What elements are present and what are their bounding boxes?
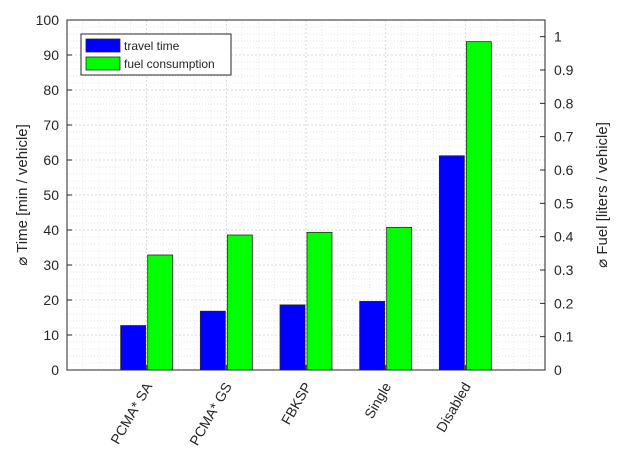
y2-tick-label: 0 <box>554 362 562 378</box>
y-tick-label: 60 <box>43 152 59 168</box>
bar-travel-time-1 <box>120 325 147 371</box>
legend-label-travel-time: travel time <box>124 39 180 53</box>
y-tick-label: 40 <box>43 222 59 238</box>
legend-swatch-fuel-consumption <box>85 56 121 71</box>
plot-background <box>67 20 545 370</box>
y-tick-label: 50 <box>43 187 59 203</box>
legend: travel time fuel consumption <box>80 33 232 76</box>
y-tick-label: 0 <box>51 362 59 378</box>
y2-tick-label: 0.5 <box>554 195 574 211</box>
legend-label-fuel-consumption: fuel consumption <box>124 57 215 71</box>
y2-axis-title: ⌀ Fuel [liters / vehicle] <box>594 122 611 268</box>
right-axis-ticks: 0 0.1 0.2 0.3 0.4 0.5 0.6 0.7 0.8 0.9 1 <box>540 29 574 378</box>
y-tick-label: 20 <box>43 292 59 308</box>
legend-swatch-travel-time <box>85 38 121 53</box>
x-tick-label: Disabled <box>433 380 474 435</box>
y2-tick-label: 1 <box>554 29 562 45</box>
x-tick-label: Single <box>361 379 394 421</box>
y-tick-label: 80 <box>43 82 59 98</box>
bar-travel-time-2 <box>199 310 226 371</box>
y-tick-label: 70 <box>43 117 59 133</box>
y-tick-label: 90 <box>43 47 59 63</box>
y2-tick-label: 0.7 <box>554 129 574 145</box>
y-tick-label: 100 <box>36 12 60 28</box>
bar-travel-time-3 <box>279 304 306 371</box>
y-tick-label: 30 <box>43 257 59 273</box>
x-tick-label: PCMA* SA <box>107 379 155 447</box>
left-axis-ticks: 0 10 20 30 40 50 60 70 80 90 100 <box>36 12 72 378</box>
y2-tick-label: 0.4 <box>554 229 574 245</box>
bar-fuel-consumption-2 <box>226 234 253 371</box>
y-axis-title: ⌀ Time [min / vehicle] <box>14 124 31 266</box>
x-tick-label: FBKSP <box>278 380 315 428</box>
y2-tick-label: 0.6 <box>554 162 574 178</box>
y-tick-label: 10 <box>43 327 59 343</box>
y2-tick-label: 0.2 <box>554 295 574 311</box>
x-tick-label: PCMA* GS <box>186 380 235 449</box>
y2-tick-label: 0.8 <box>554 95 574 111</box>
bar-fuel-consumption-3 <box>306 231 333 371</box>
bars <box>120 41 492 371</box>
y2-tick-label: 0.1 <box>554 329 574 345</box>
bar-fuel-consumption-4 <box>386 226 413 371</box>
bar-fuel-consumption-5 <box>465 41 492 371</box>
x-axis-ticks: PCMA* SA PCMA* GS FBKSP Single Disabled <box>107 365 474 448</box>
y2-tick-label: 0.9 <box>554 62 574 78</box>
y2-tick-label: 0.3 <box>554 262 574 278</box>
bar-fuel-consumption-1 <box>147 254 174 371</box>
bar-travel-time-5 <box>438 155 465 371</box>
bar-travel-time-4 <box>359 300 386 371</box>
